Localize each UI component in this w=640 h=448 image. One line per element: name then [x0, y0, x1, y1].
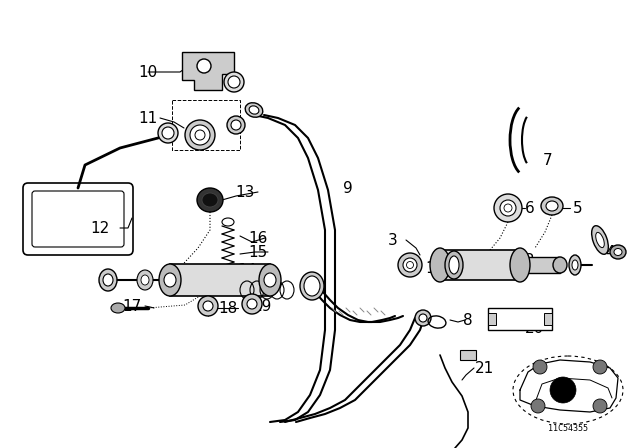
Text: 11: 11 — [138, 111, 157, 125]
Ellipse shape — [449, 256, 459, 274]
Ellipse shape — [591, 226, 609, 254]
Ellipse shape — [610, 245, 626, 259]
Text: 3: 3 — [388, 233, 398, 247]
Ellipse shape — [403, 258, 417, 272]
Bar — [488, 313, 496, 325]
Bar — [460, 350, 476, 360]
Ellipse shape — [504, 204, 512, 212]
Ellipse shape — [231, 120, 241, 130]
Ellipse shape — [415, 310, 431, 326]
Bar — [544, 313, 552, 325]
Ellipse shape — [202, 193, 218, 207]
Ellipse shape — [445, 251, 463, 279]
Text: 14: 14 — [237, 263, 257, 277]
Bar — [488, 308, 552, 330]
Ellipse shape — [224, 72, 244, 92]
Bar — [440, 250, 520, 280]
Ellipse shape — [596, 233, 604, 248]
Ellipse shape — [419, 314, 427, 322]
Circle shape — [197, 59, 211, 73]
Ellipse shape — [198, 296, 218, 316]
Ellipse shape — [111, 303, 125, 313]
Ellipse shape — [159, 264, 181, 296]
Text: 20: 20 — [524, 320, 543, 336]
Ellipse shape — [247, 299, 257, 309]
Circle shape — [593, 360, 607, 374]
Text: 5: 5 — [573, 201, 583, 215]
Ellipse shape — [264, 273, 276, 287]
Polygon shape — [182, 52, 234, 90]
Text: 6: 6 — [525, 201, 535, 215]
Ellipse shape — [164, 273, 176, 287]
Ellipse shape — [137, 270, 153, 290]
Ellipse shape — [99, 269, 117, 291]
Ellipse shape — [553, 257, 567, 273]
Text: 1: 1 — [425, 260, 435, 276]
Ellipse shape — [398, 253, 422, 277]
Text: 9: 9 — [343, 181, 353, 195]
Circle shape — [531, 399, 545, 413]
Text: 2: 2 — [525, 253, 535, 267]
Ellipse shape — [190, 125, 210, 145]
Ellipse shape — [158, 123, 178, 143]
Ellipse shape — [141, 275, 149, 285]
Ellipse shape — [614, 249, 622, 255]
Text: 12: 12 — [90, 220, 109, 236]
Text: 18: 18 — [218, 301, 237, 315]
Ellipse shape — [249, 106, 259, 114]
Ellipse shape — [406, 262, 413, 268]
Text: 15: 15 — [248, 245, 268, 259]
Circle shape — [550, 377, 576, 403]
Text: 13: 13 — [236, 185, 255, 199]
Ellipse shape — [162, 127, 174, 139]
Ellipse shape — [242, 294, 262, 314]
Ellipse shape — [203, 301, 213, 311]
Text: 11C54355: 11C54355 — [548, 423, 588, 432]
Ellipse shape — [546, 201, 558, 211]
Ellipse shape — [510, 248, 530, 282]
Ellipse shape — [572, 260, 578, 270]
Text: 8: 8 — [463, 313, 473, 327]
Text: 19: 19 — [252, 298, 272, 314]
Text: 10: 10 — [138, 65, 157, 79]
Bar — [172, 100, 240, 150]
Bar — [170, 264, 270, 296]
Ellipse shape — [494, 194, 522, 222]
Ellipse shape — [500, 200, 516, 216]
Ellipse shape — [300, 272, 324, 300]
Bar — [520, 257, 560, 273]
Ellipse shape — [103, 274, 113, 286]
Ellipse shape — [228, 76, 240, 88]
Text: 17: 17 — [122, 298, 141, 314]
Text: 21: 21 — [474, 361, 493, 375]
Ellipse shape — [430, 248, 450, 282]
Ellipse shape — [541, 197, 563, 215]
Circle shape — [593, 399, 607, 413]
Text: 16: 16 — [248, 231, 268, 246]
Ellipse shape — [304, 276, 320, 296]
Ellipse shape — [222, 218, 234, 226]
Ellipse shape — [195, 130, 205, 140]
Text: 7: 7 — [543, 152, 553, 168]
Ellipse shape — [245, 103, 263, 117]
Ellipse shape — [569, 255, 581, 275]
Ellipse shape — [197, 188, 223, 212]
Ellipse shape — [259, 264, 281, 296]
Text: 4: 4 — [605, 245, 615, 259]
Ellipse shape — [227, 116, 245, 134]
Ellipse shape — [185, 120, 215, 150]
Circle shape — [533, 360, 547, 374]
